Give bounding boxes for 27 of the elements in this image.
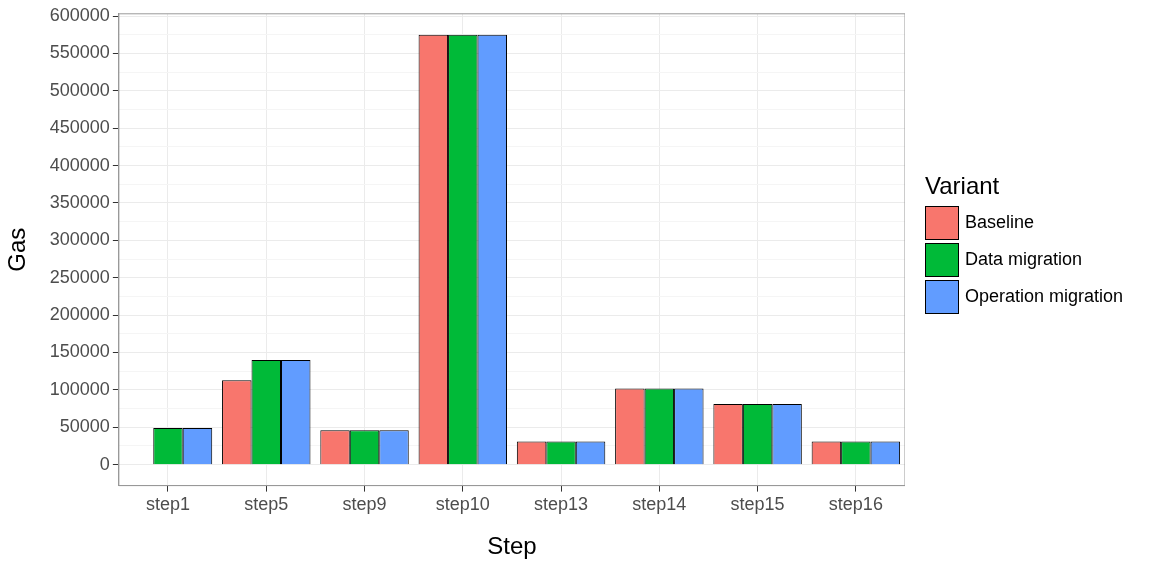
x-axis-title: Step [487,532,537,560]
y-tick-label: 200000 [49,304,110,325]
y-tick-label: 250000 [49,266,110,287]
y-axis-title: Gas [3,227,31,272]
y-tick-label: 150000 [49,341,110,362]
legend-label: Baseline [965,212,1035,233]
y-tick-label: 100000 [49,378,110,399]
y-tick-label: 300000 [49,229,110,250]
x-tick-label: step5 [244,494,289,515]
legend-title: Variant [925,172,1001,200]
x-tick-label: step9 [342,494,387,515]
y-tick-label: 50000 [59,416,110,437]
x-tick-label: step13 [534,494,589,515]
x-tick-label: step15 [730,494,785,515]
y-tick-label: 550000 [49,42,110,63]
legend-label: Operation migration [965,286,1124,307]
x-tick-label: step16 [828,494,883,515]
y-tick-label: 0 [99,453,110,474]
y-tick-label: 450000 [49,117,110,138]
x-tick-label: step14 [632,494,687,515]
y-tick-label: 350000 [49,191,110,212]
y-tick-label: 500000 [49,79,110,100]
y-tick-label: 400000 [49,154,110,175]
x-tick-label: step10 [435,494,490,515]
x-tick-label: step1 [145,494,191,515]
y-tick-label: 600000 [49,5,110,26]
legend-label: Data migration [965,249,1083,270]
